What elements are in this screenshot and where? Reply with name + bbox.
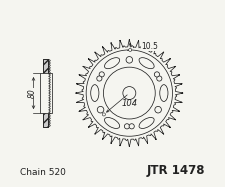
Text: Chain 520: Chain 520 (20, 168, 65, 177)
Ellipse shape (160, 85, 168, 102)
Text: 80: 80 (28, 88, 37, 98)
Ellipse shape (91, 85, 99, 102)
Circle shape (157, 76, 162, 81)
Ellipse shape (139, 58, 154, 69)
Circle shape (102, 113, 106, 116)
Circle shape (123, 87, 136, 99)
Circle shape (129, 124, 134, 129)
Ellipse shape (104, 58, 120, 69)
Circle shape (126, 56, 133, 63)
Ellipse shape (139, 117, 154, 128)
Text: JTR 1478: JTR 1478 (147, 164, 205, 177)
Circle shape (99, 72, 104, 77)
Polygon shape (76, 39, 183, 147)
Ellipse shape (104, 117, 120, 128)
Circle shape (97, 76, 102, 81)
Text: 104: 104 (122, 99, 138, 108)
Circle shape (97, 106, 104, 113)
Circle shape (154, 72, 160, 77)
Bar (40, 73, 52, 113)
Circle shape (129, 48, 132, 51)
Bar (43, 59, 48, 127)
Bar (43, 59, 48, 127)
Circle shape (124, 124, 130, 129)
Text: 10.5: 10.5 (142, 42, 158, 51)
Circle shape (155, 106, 161, 113)
